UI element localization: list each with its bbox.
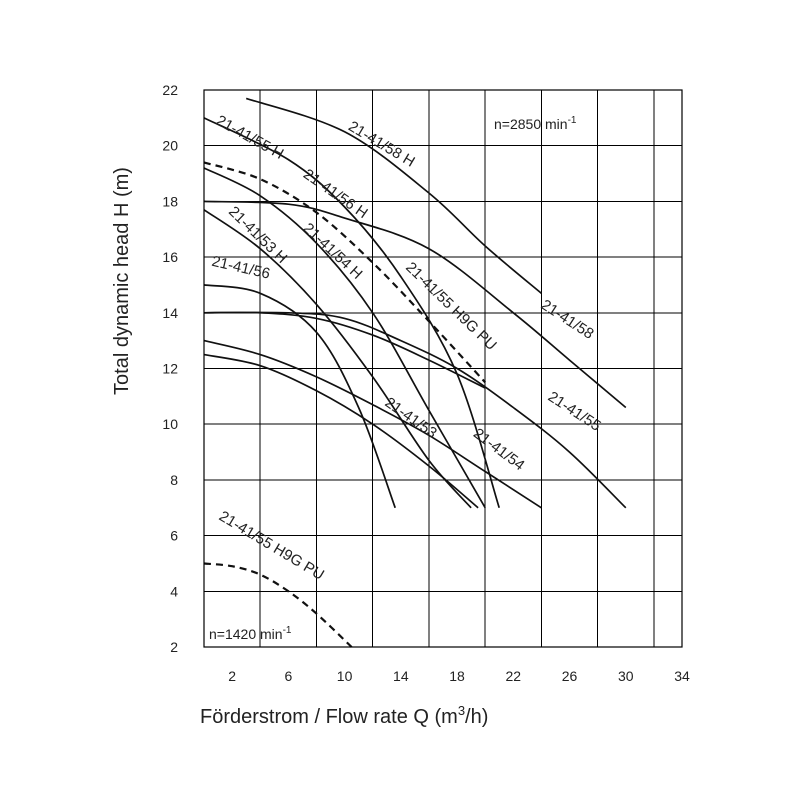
x-axis-label: Förderstrom / Flow rate Q (m3/h) [200,703,488,728]
y-tick-label: 14 [162,305,178,321]
curve-label: 21-41/56 H [300,166,371,222]
curve-labels: 21-41/58 H21-41/55 H21-41/56 H21-41/53 H… [210,112,604,584]
curve-label: 21-41/54 H [300,220,366,283]
series-line [203,200,627,409]
x-axis-label-end: /h) [465,706,488,728]
y-tick-label: 12 [162,361,178,377]
y-tick-label: 10 [162,416,178,432]
series-line [203,562,353,648]
series-line [203,209,472,509]
speed-label-high: n=2850 min-1 [494,115,577,132]
plot-frame [203,89,683,648]
grid [204,90,682,647]
speed-low-text: n=1420 min [209,626,283,642]
x-tick-label: 30 [618,668,634,684]
series-line [203,167,486,509]
y-tick-label: 20 [162,138,178,154]
y-tick-label: 4 [170,583,178,599]
y-tick-label: 8 [170,472,178,488]
y-tick-label: 16 [162,249,178,265]
curve-label: 21-41/55 H [213,112,286,163]
curve-label: 21-41/58 [538,296,597,343]
series-line [203,284,396,509]
x-axis-label-sup: 3 [458,703,465,718]
y-axis-label: Total dynamic head H (m) [111,167,133,395]
y-tick-label: 22 [162,82,178,98]
speed-label-low: n=1420 min-1 [209,625,292,642]
curve-label: 21-41/55 H9G PU [216,508,327,584]
speed-high-text: n=2850 min [494,116,568,132]
series-line [203,353,479,509]
y-tick-label: 6 [170,528,178,544]
curve-label: 21-41/55 [545,388,604,435]
series-line [203,339,542,509]
speed-low-sup: -1 [283,625,292,636]
series-line [245,97,542,294]
series-line [203,161,487,384]
x-tick-label: 10 [337,668,353,684]
y-tick-label: 2 [170,639,178,655]
x-tick-label: 18 [449,668,465,684]
y-tick-label: 18 [162,193,178,209]
x-tick-label: 22 [506,668,522,684]
curves [203,97,627,648]
curve-label: 21-41/58 H [345,118,417,171]
x-tick-label: 26 [562,668,578,684]
x-tick-label: 14 [393,668,409,684]
speed-high-sup: -1 [568,115,577,126]
x-tick-label: 2 [228,668,236,684]
x-axis-label-main: Förderstrom / Flow rate Q (m [200,706,458,728]
series-line [203,311,627,509]
x-tick-label: 34 [674,668,690,684]
series-line [203,117,501,509]
x-tick-label: 6 [284,668,292,684]
